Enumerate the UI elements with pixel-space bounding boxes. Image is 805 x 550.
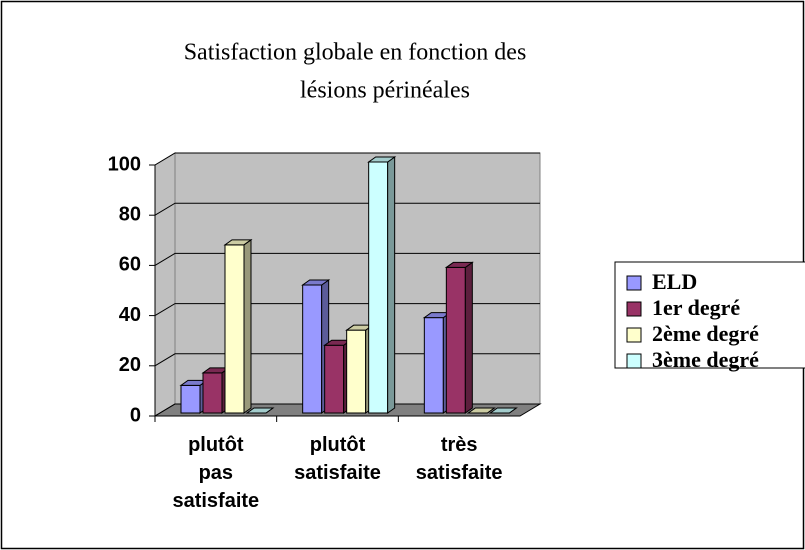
grid-line bbox=[154, 403, 540, 417]
legend-box bbox=[614, 261, 805, 369]
bar-side bbox=[387, 156, 396, 414]
bar-front bbox=[302, 284, 323, 414]
chart-title: Satisfaction globale en fonction des bbox=[184, 40, 527, 66]
bar bbox=[488, 407, 518, 414]
bar bbox=[245, 407, 275, 414]
y-tick-label: 60 bbox=[119, 254, 141, 276]
bar-front bbox=[202, 372, 223, 414]
legend-label: ELD bbox=[652, 269, 697, 294]
side-wall bbox=[154, 152, 176, 417]
bar-front bbox=[224, 244, 245, 414]
grid-line bbox=[154, 202, 540, 216]
bar bbox=[367, 156, 397, 414]
grid-line bbox=[154, 152, 540, 166]
bar-top bbox=[444, 261, 474, 268]
legend-swatch bbox=[626, 301, 642, 317]
bar bbox=[466, 407, 496, 414]
bar-top bbox=[488, 407, 518, 414]
bar bbox=[223, 238, 253, 414]
bar bbox=[444, 261, 474, 414]
grid-line bbox=[154, 303, 540, 317]
bar-front bbox=[346, 329, 367, 414]
y-tick-label: 20 bbox=[119, 354, 141, 376]
bar-side bbox=[464, 261, 473, 414]
bar-front bbox=[324, 344, 345, 414]
bar-top bbox=[223, 239, 253, 246]
bar-side bbox=[243, 238, 252, 414]
bar-front bbox=[368, 161, 389, 414]
bar-top bbox=[301, 279, 331, 286]
legend-swatch bbox=[626, 327, 642, 343]
bar-front bbox=[445, 266, 466, 414]
bar-top bbox=[245, 407, 275, 414]
legend-label: 1er degré bbox=[652, 295, 740, 320]
grid-line bbox=[154, 252, 540, 266]
y-tick-label: 100 bbox=[108, 153, 141, 175]
legend-label: 3ème degré bbox=[652, 347, 759, 372]
bar-front bbox=[423, 317, 444, 414]
y-tick-label: 40 bbox=[119, 304, 141, 326]
legend-swatch bbox=[626, 353, 642, 369]
chart-title: lésions périnéales bbox=[300, 78, 470, 104]
y-tick-label: 0 bbox=[130, 404, 141, 426]
bar-top bbox=[367, 156, 397, 163]
legend-swatch bbox=[626, 275, 642, 291]
bar-front bbox=[180, 384, 201, 414]
grid-line bbox=[154, 353, 540, 367]
legend-label: 2ème degré bbox=[652, 321, 759, 346]
x-tick-label: très satisfaite bbox=[416, 434, 503, 484]
bar-top bbox=[466, 407, 496, 414]
x-tick-label: plutôt satisfaite bbox=[294, 434, 381, 484]
x-tick-label: plutôt pas satisfaite bbox=[172, 434, 259, 512]
y-tick-label: 80 bbox=[119, 203, 141, 225]
